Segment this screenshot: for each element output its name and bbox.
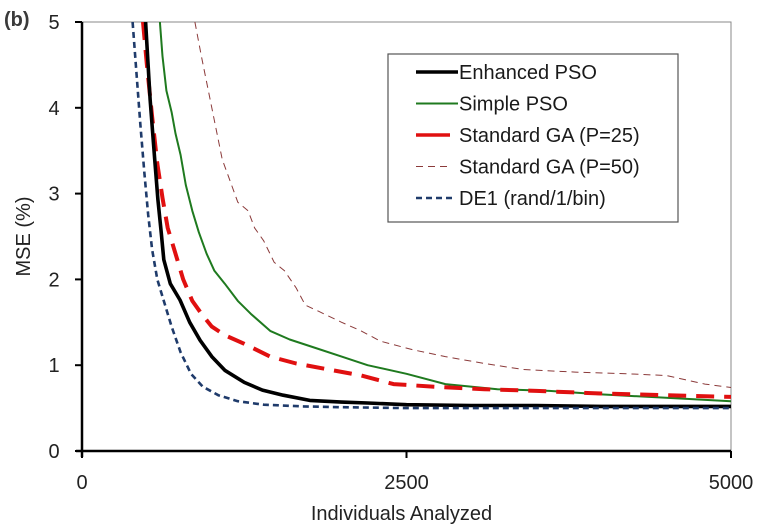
y-tick-label: 1: [48, 355, 59, 377]
legend-label: DE1 (rand/1/bin): [459, 188, 606, 210]
series-line-standard-ga-p-25: [141, 22, 731, 399]
legend-label: Standard GA (P=50): [459, 157, 640, 179]
x-tick-label: 2500: [384, 472, 429, 494]
x-tick-label: 0: [76, 472, 87, 494]
legend-label: Enhanced PSO: [459, 62, 597, 84]
legend-label: Simple PSO: [459, 94, 568, 116]
tick-layer: 0 1 2 3 4 5 0 2500 5000: [48, 12, 753, 494]
panel-label: (b): [4, 9, 30, 31]
series-line-enhanced-pso: [143, 22, 731, 409]
y-tick-label: 2: [48, 269, 59, 291]
x-tick-label: 5000: [709, 472, 754, 494]
series-line-de1-rand-1-bin: [131, 22, 731, 410]
y-tick-label: 0: [48, 441, 59, 463]
legend-label: Standard GA (P=25): [459, 125, 640, 147]
series-layer: [131, 22, 731, 410]
y-tick-label: 3: [48, 184, 59, 206]
y-axis-title: MSE (%): [13, 197, 35, 277]
legend: Enhanced PSO Simple PSO Standard GA (P=25)…: [387, 53, 679, 223]
y-tick-label: 5: [48, 12, 59, 34]
series-line-standard-ga-p-50: [194, 22, 731, 388]
x-axis-title: Individuals Analyzed: [311, 503, 492, 525]
legend-box: [387, 53, 679, 223]
y-tick-label: 4: [48, 98, 59, 120]
